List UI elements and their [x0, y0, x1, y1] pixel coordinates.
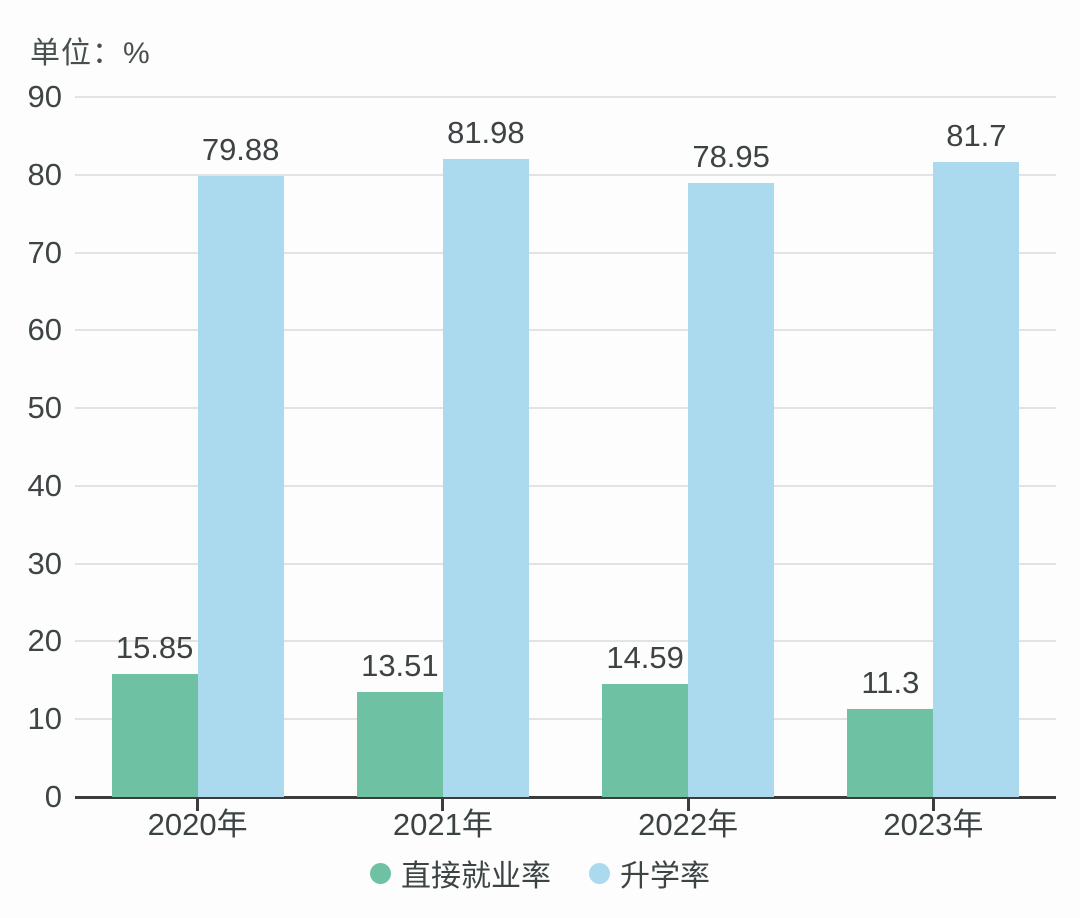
bar-value-label: 14.59	[606, 639, 684, 675]
x-axis-label: 2022年	[638, 807, 739, 842]
gridline	[75, 173, 1056, 176]
x-axis-line	[75, 796, 1056, 799]
legend-item: 直接就业率	[370, 851, 551, 895]
bar-value-label: 15.85	[115, 629, 194, 665]
y-axis-label: 60	[27, 312, 62, 348]
y-axis-label: 10	[27, 701, 62, 737]
gridline	[75, 640, 1056, 643]
y-axis-label: 40	[27, 467, 62, 503]
bar-value-label: 78.95	[692, 138, 770, 174]
gridline	[75, 96, 1056, 98]
bar	[688, 182, 775, 797]
unit-label: 单位：%	[30, 37, 151, 70]
legend-label: 升学率	[620, 860, 710, 893]
x-axis-label: 2021年	[392, 807, 493, 842]
gridline	[75, 329, 1056, 332]
gridline	[75, 562, 1056, 565]
bar	[602, 683, 689, 797]
bar-value-label: 81.7	[946, 117, 1007, 153]
legend: 直接就业率 升学率	[0, 853, 1080, 893]
bar	[356, 691, 443, 797]
x-axis-label: 2020年	[147, 807, 248, 842]
x-axis-label: 2023年	[883, 807, 984, 842]
legend-dot-icon	[370, 862, 391, 884]
bar	[847, 709, 934, 797]
gridline	[75, 407, 1056, 410]
y-axis-label: 0	[44, 779, 62, 814]
x-axis-tick	[441, 798, 445, 811]
legend-dot-icon	[589, 862, 610, 884]
bar	[197, 175, 284, 797]
bar	[933, 161, 1020, 797]
y-axis-label: 70	[27, 234, 62, 270]
y-axis-label: 20	[27, 623, 62, 659]
bar	[442, 159, 529, 797]
bar	[111, 673, 198, 797]
legend-label: 直接就业率	[401, 860, 551, 893]
legend-item: 升学率	[589, 851, 710, 895]
x-axis-tick	[686, 798, 690, 811]
bar-value-label: 11.3	[861, 665, 920, 701]
x-axis-tick	[196, 798, 200, 811]
bar-value-label: 81.98	[447, 115, 525, 151]
y-axis-label: 30	[27, 545, 62, 581]
gridline	[75, 251, 1056, 254]
y-axis-label: 90	[27, 79, 62, 114]
gridline	[75, 484, 1056, 487]
bar-value-label: 13.51	[361, 647, 439, 683]
gridline	[75, 718, 1056, 721]
bar-value-label: 79.88	[201, 131, 280, 167]
y-axis-label: 50	[27, 390, 62, 426]
x-axis-tick	[931, 798, 935, 811]
y-axis-label: 80	[27, 156, 62, 192]
